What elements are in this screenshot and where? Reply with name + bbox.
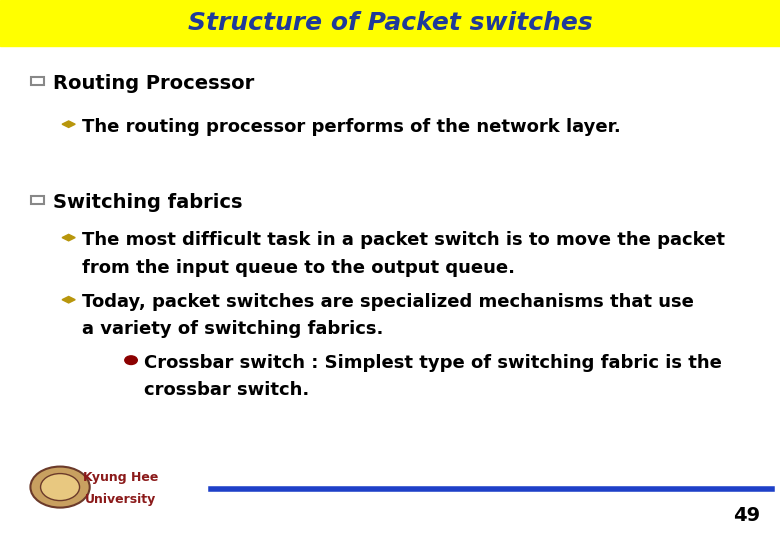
Text: Today, packet switches are specialized mechanisms that use: Today, packet switches are specialized m… — [82, 293, 693, 312]
Polygon shape — [62, 121, 75, 127]
Circle shape — [30, 467, 90, 508]
Text: crossbar switch.: crossbar switch. — [144, 381, 310, 400]
Text: Switching fabrics: Switching fabrics — [53, 193, 243, 212]
FancyBboxPatch shape — [31, 77, 44, 85]
Text: The most difficult task in a packet switch is to move the packet: The most difficult task in a packet swit… — [82, 231, 725, 249]
Text: Routing Processor: Routing Processor — [53, 74, 254, 93]
Text: 49: 49 — [733, 506, 760, 525]
Text: Structure of Packet switches: Structure of Packet switches — [188, 11, 592, 35]
Text: Crossbar switch : Simplest type of switching fabric is the: Crossbar switch : Simplest type of switc… — [144, 354, 722, 373]
Polygon shape — [62, 234, 75, 241]
Text: The routing processor performs of the network layer.: The routing processor performs of the ne… — [82, 118, 621, 136]
Circle shape — [125, 356, 137, 364]
Text: from the input queue to the output queue.: from the input queue to the output queue… — [82, 259, 515, 278]
Text: University: University — [85, 493, 157, 506]
FancyBboxPatch shape — [0, 0, 780, 46]
Circle shape — [41, 474, 80, 501]
Text: a variety of switching fabrics.: a variety of switching fabrics. — [82, 320, 383, 339]
Polygon shape — [62, 296, 75, 303]
FancyBboxPatch shape — [31, 196, 44, 204]
Text: Kyung Hee: Kyung Hee — [83, 471, 158, 484]
